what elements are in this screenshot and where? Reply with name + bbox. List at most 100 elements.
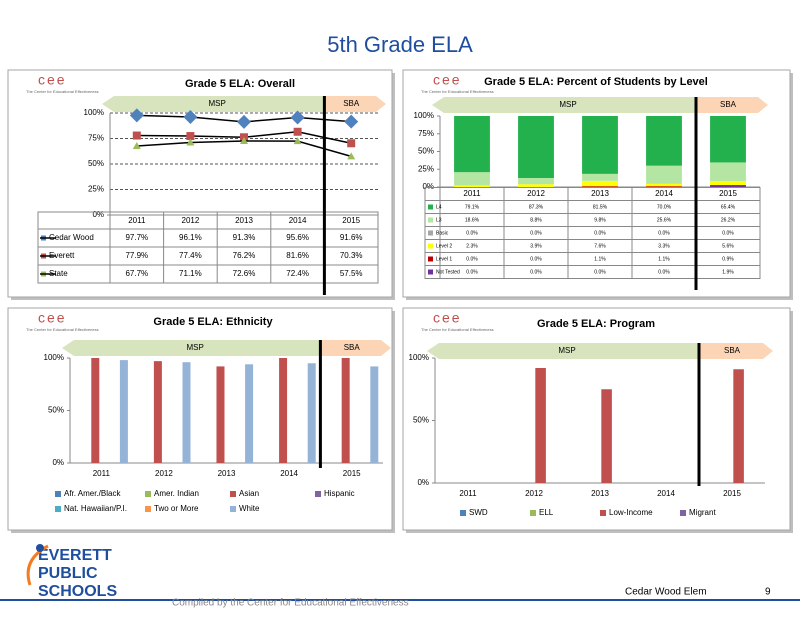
slide-title: 5th Grade ELA <box>327 32 473 57</box>
bar <box>307 363 316 463</box>
y-tick-label: 100% <box>414 111 434 120</box>
data-label: 18.6% <box>465 217 480 223</box>
legend-swatch <box>460 510 466 516</box>
data-label: 0.0% <box>658 230 670 236</box>
data-label: 3.3% <box>658 243 670 249</box>
data-label: 57.5% <box>340 269 363 278</box>
legend-label: L3 <box>436 217 442 223</box>
data-label: 1.1% <box>658 256 670 262</box>
data-label: 0.0% <box>530 256 542 262</box>
page-number: 9 <box>765 587 771 598</box>
y-tick-label: 50% <box>418 147 434 156</box>
data-label: 0.0% <box>466 269 478 275</box>
x-tick-label: 2011 <box>459 489 477 498</box>
x-tick-label: 2015 <box>719 189 737 198</box>
x-tick-label: 2014 <box>655 189 673 198</box>
x-tick-label: 2014 <box>657 489 675 498</box>
point <box>183 109 198 124</box>
data-label: 91.6% <box>340 233 363 242</box>
legend-label: Low-Income <box>609 508 653 517</box>
period-arrow <box>699 343 773 359</box>
period-label: MSP <box>558 346 575 355</box>
period-arrow <box>102 96 325 112</box>
data-label: 3.9% <box>530 243 542 249</box>
data-label: 1.1% <box>594 256 606 262</box>
data-label: 95.6% <box>286 233 309 242</box>
period-arrow <box>62 340 321 356</box>
period-label: SBA <box>344 343 361 352</box>
bar-segment <box>582 186 618 187</box>
x-tick-label: 2013 <box>591 189 609 198</box>
district-logo-swoosh <box>26 544 49 586</box>
data-label: 0.0% <box>530 269 542 275</box>
legend-label: SWD <box>469 508 488 517</box>
legend-label: Amer. Indian <box>154 489 199 498</box>
x-tick-label: 2015 <box>342 216 360 225</box>
logo-mark: cee <box>38 310 67 326</box>
data-label: 81.6% <box>286 251 309 260</box>
x-tick-label: 2012 <box>527 189 545 198</box>
y-tick-label: 100% <box>409 353 429 362</box>
logo-mark: cee <box>38 72 67 88</box>
data-label: 9.8% <box>594 217 606 223</box>
district-logo-line: EVERETT <box>38 547 112 564</box>
logo-mark: cee <box>433 72 462 88</box>
data-label: 0.0% <box>466 256 478 262</box>
point <box>132 141 141 149</box>
logo-caption: The Center for Educational Effectiveness <box>26 327 99 332</box>
legend-swatch <box>230 506 236 512</box>
data-label: 79.1% <box>465 204 480 210</box>
chart-title: Grade 5 ELA: Ethnicity <box>153 316 273 328</box>
point <box>293 127 302 136</box>
y-tick-label: 0% <box>92 210 104 219</box>
legend-swatch <box>428 243 433 249</box>
data-label: 65.4% <box>721 204 736 210</box>
x-tick-label: 2014 <box>289 216 307 225</box>
period-arrow <box>696 97 768 113</box>
bar <box>733 369 744 483</box>
bar <box>279 358 288 463</box>
data-label: 0.0% <box>466 230 478 236</box>
data-label: 97.7% <box>125 233 148 242</box>
data-label: 76.2% <box>233 251 256 260</box>
period-label: SBA <box>343 99 360 108</box>
legend-label: Asian <box>239 489 259 498</box>
period-label: MSP <box>187 343 204 352</box>
y-tick-label: 25% <box>418 164 434 173</box>
bar-segment <box>582 173 618 181</box>
x-tick-label: 2013 <box>591 489 609 498</box>
legend-swatch <box>55 506 61 512</box>
logo-caption: The Center for Educational Effectiveness <box>421 89 494 94</box>
legend-label: State <box>49 269 68 278</box>
data-label: 0.9% <box>722 256 734 262</box>
x-tick-label: 2012 <box>525 489 543 498</box>
logo-mark: cee <box>433 310 462 326</box>
logo-caption: The Center for Educational Effectiveness <box>26 89 99 94</box>
bar-segment <box>710 181 746 186</box>
chart-title: Grade 5 ELA: Percent of Students by Leve… <box>484 76 708 88</box>
point <box>237 114 251 129</box>
legend-swatch <box>428 256 433 262</box>
x-tick-label: 2012 <box>155 469 173 478</box>
data-label: 67.7% <box>125 269 148 278</box>
data-label: 72.6% <box>233 269 256 278</box>
bar-segment <box>582 180 618 187</box>
x-tick-label: 2011 <box>463 189 481 198</box>
x-tick-label: 2013 <box>235 216 253 225</box>
bar <box>91 358 100 463</box>
point <box>129 108 144 123</box>
x-tick-label: 2013 <box>218 469 236 478</box>
x-tick-label: 2011 <box>128 216 146 225</box>
period-arrow <box>432 97 696 113</box>
data-label: 96.1% <box>179 233 202 242</box>
period-label: MSP <box>209 99 226 108</box>
period-label: SBA <box>724 346 741 355</box>
legend-label: Level 2 <box>436 243 452 249</box>
data-label: 25.6% <box>657 217 672 223</box>
legend-swatch <box>530 510 536 516</box>
legend-label: Everett <box>49 251 75 260</box>
y-tick-label: 0% <box>417 478 429 487</box>
legend-swatch <box>428 230 433 236</box>
data-label: 77.4% <box>179 251 202 260</box>
